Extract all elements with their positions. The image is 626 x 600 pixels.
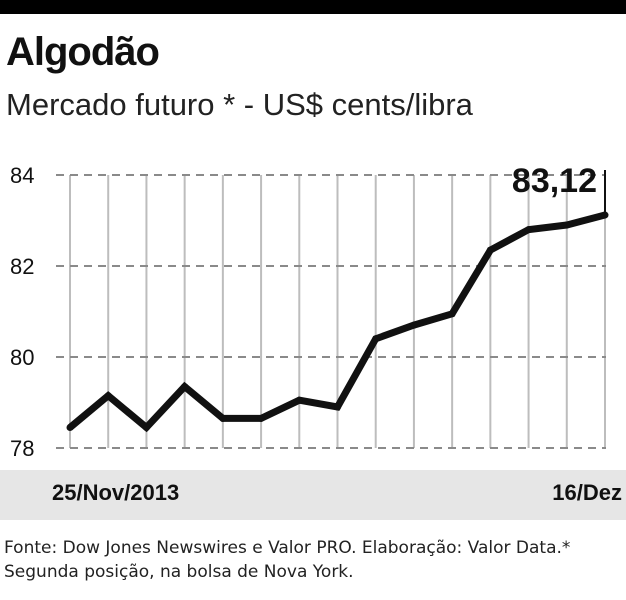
callout-label: 83,12 bbox=[512, 162, 597, 200]
vertical-gridlines bbox=[69, 175, 606, 448]
data-point bbox=[486, 246, 494, 254]
data-point bbox=[66, 424, 74, 432]
data-point bbox=[563, 221, 571, 229]
x-label-start: 25/Nov/2013 bbox=[52, 480, 180, 505]
data-point bbox=[104, 392, 112, 400]
data-point bbox=[334, 403, 341, 411]
data-point bbox=[219, 414, 227, 422]
y-tick-label: 78 bbox=[10, 436, 34, 461]
data-point bbox=[448, 310, 456, 318]
line-chart: 78 80 82 84 83,12 bbox=[10, 162, 609, 461]
chart-title: Algodão bbox=[6, 30, 160, 74]
horizontal-gridlines bbox=[56, 174, 606, 449]
data-point bbox=[410, 321, 418, 329]
data-points bbox=[66, 211, 609, 432]
source-note: Fonte: Dow Jones Newswires e Valor PRO. … bbox=[4, 538, 571, 582]
chart-subtitle: Mercado futuro * - US$ cents/libra bbox=[6, 87, 473, 122]
y-tick-label: 84 bbox=[10, 163, 34, 188]
y-tick-label: 82 bbox=[10, 254, 34, 279]
y-tick-labels: 78 80 82 84 bbox=[10, 163, 34, 461]
x-label-end: 16/Dez bbox=[552, 480, 622, 505]
top-rule bbox=[0, 0, 626, 14]
data-point bbox=[372, 335, 380, 343]
data-point bbox=[601, 211, 609, 219]
data-point bbox=[142, 424, 150, 432]
data-point bbox=[257, 414, 265, 422]
data-point bbox=[181, 383, 189, 391]
data-point bbox=[295, 396, 303, 404]
y-tick-label: 80 bbox=[10, 345, 34, 370]
x-axis-band bbox=[0, 470, 626, 520]
data-point bbox=[525, 226, 533, 234]
